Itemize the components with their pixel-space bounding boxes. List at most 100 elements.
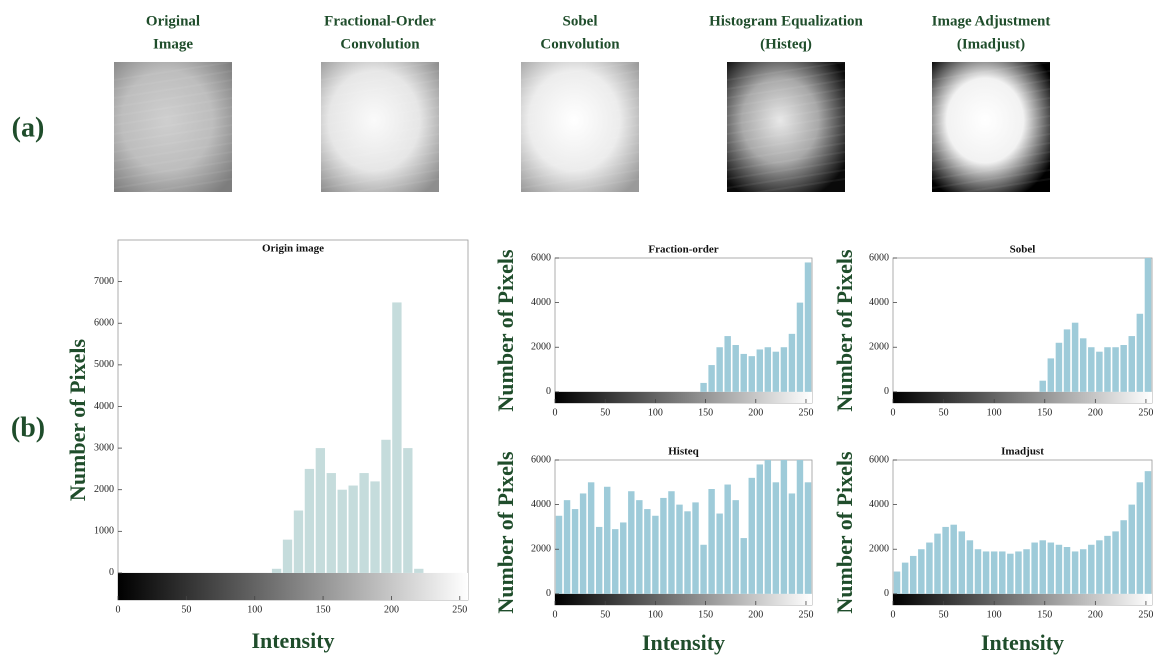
image-texture (520, 106, 640, 126)
image-title: (Histeq) (760, 36, 812, 52)
x-tick-label: 50 (600, 609, 610, 620)
x-tick-label: 50 (600, 407, 610, 418)
bar (1071, 322, 1079, 392)
image-texture (320, 79, 440, 99)
x-tick-label: 250 (1138, 407, 1153, 418)
image-texture (113, 88, 233, 108)
y-axis-label: Number of Pixels (493, 451, 518, 614)
y-tick-label: 0 (109, 567, 114, 578)
bar (1088, 347, 1095, 392)
bar (804, 262, 812, 392)
y-tick-label: 2000 (869, 342, 889, 353)
bar (966, 540, 974, 594)
bar (716, 513, 723, 594)
x-tick-label: 0 (553, 609, 558, 620)
image-texture (320, 61, 440, 81)
bar (974, 549, 982, 594)
plot-area (117, 239, 469, 601)
image-texture (520, 88, 640, 108)
image-texture (320, 115, 440, 135)
image-texture (113, 169, 233, 189)
image-texture (320, 133, 440, 153)
image-texture (113, 142, 233, 162)
bar (587, 482, 595, 594)
bar (612, 529, 619, 594)
x-tick-label: 100 (987, 609, 1002, 620)
x-tick-label: 200 (1088, 609, 1103, 620)
y-tick-label: 3000 (94, 442, 114, 453)
y-tick-label: 2000 (94, 484, 114, 495)
image-texture (520, 151, 640, 171)
image (114, 62, 232, 192)
bar (982, 551, 990, 594)
x-tick-label: 50 (939, 407, 949, 418)
image-texture (113, 79, 233, 99)
image-title: Convolution (540, 36, 620, 52)
bar (1055, 342, 1063, 392)
bar (926, 542, 933, 594)
y-tick-label: 1000 (94, 526, 114, 537)
y-tick-label: 0 (546, 588, 551, 599)
image-texture (520, 160, 640, 180)
bar (1023, 549, 1030, 594)
image-texture (726, 88, 846, 108)
image-texture (520, 61, 640, 81)
x-tick-label: 50 (939, 609, 949, 620)
chart-title: Fraction-order (648, 244, 718, 256)
bar (555, 515, 563, 594)
bar (1031, 542, 1038, 594)
y-tick-label: 6000 (531, 454, 551, 465)
image-texture (726, 151, 846, 171)
image-texture (520, 79, 640, 99)
image-texture (726, 142, 846, 162)
x-tick-label: 0 (116, 604, 121, 615)
image-texture (113, 97, 233, 117)
bar (1136, 482, 1144, 594)
bar (756, 349, 764, 392)
y-tick-label: 7000 (94, 276, 114, 287)
bar (756, 464, 764, 594)
bar (370, 481, 380, 573)
bar (732, 500, 739, 594)
image-title: Convolution (340, 36, 420, 52)
bar (748, 356, 755, 392)
x-tick-label: 100 (648, 407, 663, 418)
image-texture (113, 151, 233, 171)
image-texture (113, 61, 233, 81)
image-texture (931, 88, 1051, 108)
bar (1096, 540, 1103, 594)
bar (700, 382, 707, 392)
image-texture (726, 115, 846, 135)
image-texture (726, 124, 846, 144)
image-texture (520, 97, 640, 117)
image-texture (931, 106, 1051, 126)
x-tick-label: 0 (891, 609, 896, 620)
bar (901, 562, 909, 594)
bar (1071, 551, 1079, 594)
bar (958, 531, 966, 594)
bar (595, 526, 603, 594)
image-texture (726, 106, 846, 126)
bar (764, 460, 772, 594)
bar (740, 538, 747, 594)
image-texture (931, 61, 1051, 81)
image-title: Fractional-Order (324, 13, 436, 29)
image-texture (931, 124, 1051, 144)
bar (1128, 336, 1136, 392)
bar (950, 524, 957, 594)
bar (724, 336, 731, 392)
x-tick-label: 250 (798, 407, 813, 418)
image-texture (520, 115, 640, 135)
bar (1112, 531, 1119, 594)
bar (732, 345, 739, 392)
bar (304, 468, 315, 573)
chart-title: Origin image (262, 243, 324, 255)
y-axis-label: Number of Pixels (832, 249, 857, 412)
image-title: Image Adjustment (932, 13, 1051, 29)
panel-label: (b) (11, 412, 45, 443)
bar (652, 515, 659, 594)
x-tick-label: 150 (1037, 407, 1052, 418)
image-texture (113, 124, 233, 144)
image-texture (113, 133, 233, 153)
bar (764, 347, 772, 392)
